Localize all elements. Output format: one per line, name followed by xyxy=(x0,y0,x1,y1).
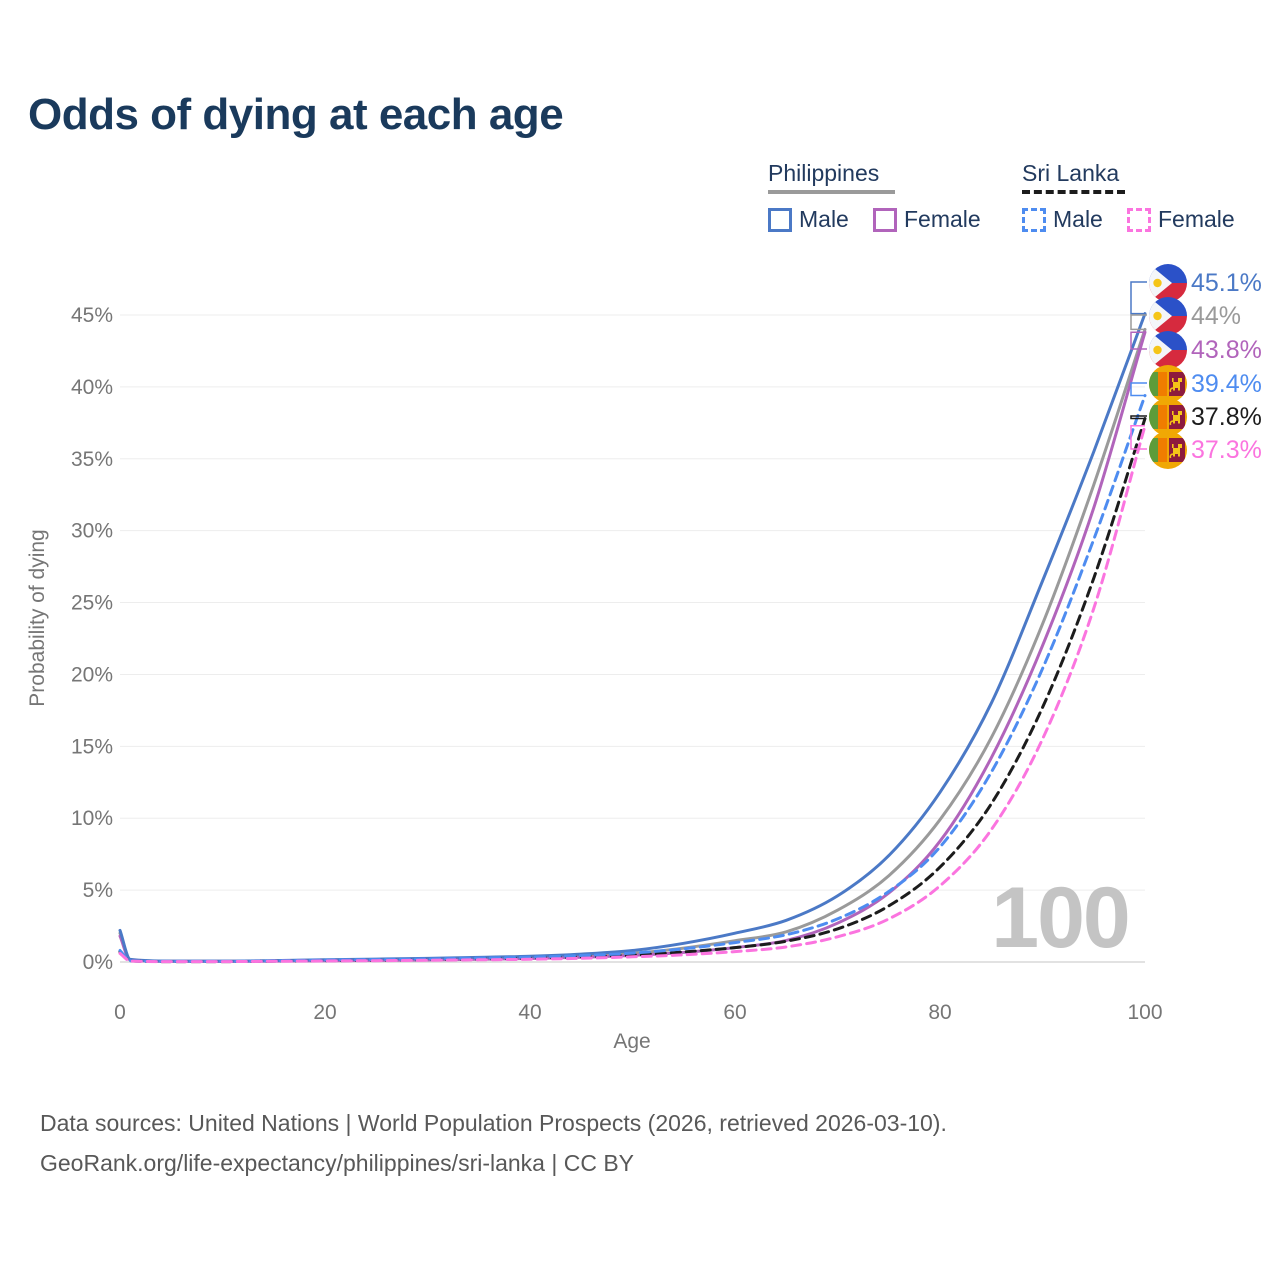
philippines-male-swatch-icon xyxy=(768,207,792,232)
x-tick-label: 100 xyxy=(1127,1001,1162,1024)
gridlines xyxy=(120,314,1145,963)
leader-line-philippines xyxy=(1130,314,1147,331)
x-tick-label: 40 xyxy=(518,1001,541,1024)
legend-label: Male xyxy=(1053,206,1103,232)
end-value-label-philippines: 44% xyxy=(1191,302,1241,330)
legend-item-sri-lanka-male[interactable]: Male xyxy=(1022,206,1103,233)
sri-lanka-male-swatch-icon xyxy=(1022,207,1046,232)
x-tick-label: 0 xyxy=(114,1001,126,1024)
legend-item-philippines-male[interactable]: Male xyxy=(768,206,849,233)
y-axis-title: Probability of dying xyxy=(26,529,49,706)
y-tick-label: 20% xyxy=(71,663,113,686)
end-value-label-philippines-female: 43.8% xyxy=(1191,336,1262,364)
sri-lanka-flag-icon xyxy=(1149,398,1187,436)
philippines-female-swatch-icon xyxy=(873,207,897,232)
sri-lanka-line-style-sample xyxy=(1022,190,1125,194)
y-tick-label: 0% xyxy=(83,951,113,974)
age-indicator-watermark: 100 xyxy=(991,870,1129,966)
series-line-sri-lanka-male[interactable] xyxy=(118,394,1147,963)
legend-label: Female xyxy=(904,206,981,232)
page-title: Odds of dying at each age xyxy=(28,90,564,139)
y-tick-label: 10% xyxy=(71,807,113,830)
x-axis-title: Age xyxy=(613,1030,650,1053)
data-source-line: Data sources: United Nations | World Pop… xyxy=(40,1110,947,1136)
leader-line-philippines-male xyxy=(1130,281,1147,315)
legend-label: Female xyxy=(1158,206,1235,232)
philippines-flag-icon xyxy=(1149,331,1187,369)
legend-item-sri-lanka-female[interactable]: Female xyxy=(1127,206,1235,233)
leader-line-philippines-female xyxy=(1130,331,1147,350)
legend-label: Male xyxy=(799,206,849,232)
end-value-label-sri-lanka-female: 37.3% xyxy=(1191,436,1262,464)
y-tick-label: 30% xyxy=(71,520,113,543)
sri-lanka-female-swatch-icon xyxy=(1127,207,1151,232)
leader-line-sri-lanka-female xyxy=(1130,424,1147,450)
series-line-sri-lanka[interactable] xyxy=(118,417,1147,964)
y-tick-label: 5% xyxy=(83,879,113,902)
series-line-sri-lanka-female[interactable] xyxy=(118,424,1147,964)
attribution-line: GeoRank.org/life-expectancy/philippines/… xyxy=(40,1150,635,1176)
y-tick-label: 25% xyxy=(71,592,113,615)
end-value-label-philippines-male: 45.1% xyxy=(1191,269,1262,297)
x-tick-label: 20 xyxy=(313,1001,336,1024)
leader-line-sri-lanka xyxy=(1130,415,1147,420)
end-value-label-sri-lanka-male: 39.4% xyxy=(1191,370,1262,398)
y-tick-label: 40% xyxy=(71,376,113,399)
legend-item-philippines-female[interactable]: Female xyxy=(873,206,981,233)
philippines-flag-icon xyxy=(1149,297,1187,335)
legend-group-philippines-title: Philippines xyxy=(768,160,880,186)
philippines-line-style-sample xyxy=(768,190,895,194)
axis-labels: 0% 5% 10% 15% 20% 25% 30% 35% 40% 45% 0 20 40 60 80 100… xyxy=(26,304,1163,1053)
end-value-label-sri-lanka: 37.8% xyxy=(1191,403,1262,431)
sri-lanka-flag-icon xyxy=(1149,431,1187,469)
leader-line-sri-lanka-male xyxy=(1130,382,1147,397)
y-tick-label: 45% xyxy=(71,304,113,327)
legend-group-sri-lanka-title: Sri Lanka xyxy=(1022,160,1120,186)
y-tick-label: 15% xyxy=(71,735,113,758)
x-tick-label: 60 xyxy=(723,1001,746,1024)
sri-lanka-flag-icon xyxy=(1149,365,1187,403)
y-tick-label: 35% xyxy=(71,448,113,471)
plot-area[interactable] xyxy=(120,280,1145,962)
philippines-flag-icon xyxy=(1149,264,1187,302)
x-tick-label: 80 xyxy=(928,1001,951,1024)
